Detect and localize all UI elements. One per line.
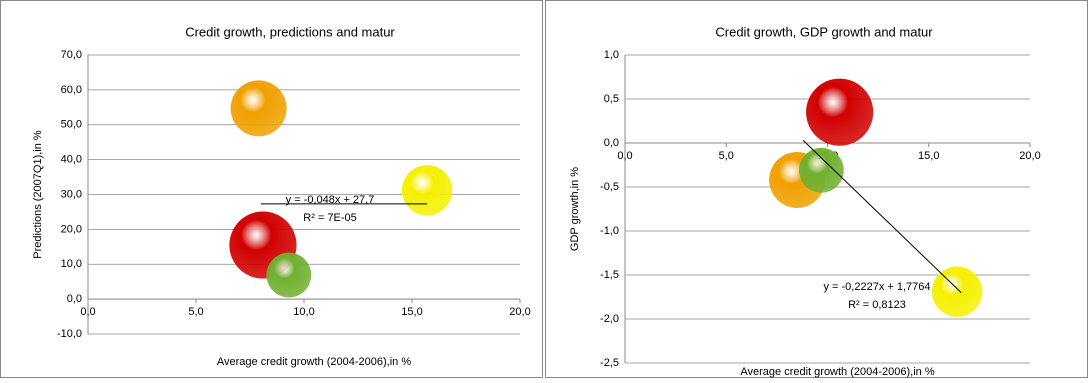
y-tick-label: 10,0 [61, 258, 82, 270]
trendline-equation: y = -0,048x + 27,7 [286, 194, 375, 206]
y-tick-label: 50,0 [61, 119, 82, 131]
bubble [266, 252, 312, 298]
bubble [931, 266, 983, 317]
trendline-equation: y = -0,2227x + 1,7764 [823, 281, 930, 293]
x-axis-label: Average credit growth (2004-2006),in % [740, 366, 934, 378]
y-tick-label: -1,0 [600, 225, 619, 237]
y-tick-label: 0,0 [67, 293, 82, 305]
x-tick-label: 15,0 [401, 306, 422, 318]
bubble [401, 165, 453, 216]
y-tick-label: -0,5 [600, 181, 619, 193]
bubble [799, 147, 844, 193]
trendline [802, 139, 962, 293]
x-tick-label: 20,0 [509, 306, 530, 318]
y-tick-label: 30,0 [61, 188, 82, 200]
trendline-equation: R² = 7E-05 [303, 212, 357, 224]
chart-title: Credit growth, GDP growth and matur [715, 24, 933, 39]
y-tick-label: -1,5 [600, 269, 619, 281]
x-tick-label: 5,0 [719, 150, 734, 162]
y-tick-label: -10,0 [57, 328, 82, 340]
x-tick-label: 0,0 [617, 150, 632, 162]
y-tick-label: 0,5 [604, 93, 619, 105]
y-axis-label: GDP growth,in % [569, 167, 581, 251]
y-tick-label: 60,0 [61, 84, 82, 96]
y-tick-label: -2,5 [600, 357, 619, 369]
bubble [230, 80, 287, 137]
y-tick-label: 0,0 [604, 137, 619, 149]
chart-title: Credit growth, predictions and matur [185, 24, 395, 39]
y-tick-label: 1,0 [604, 49, 619, 61]
y-tick-label: -2,0 [600, 313, 619, 325]
x-tick-label: 20,0 [1019, 150, 1040, 162]
trendline-equation: R² = 0,8123 [848, 299, 906, 311]
x-tick-label: 5,0 [188, 306, 203, 318]
x-axis-label: Average credit growth (2004-2006),in % [217, 356, 411, 368]
y-tick-label: 70,0 [61, 49, 82, 61]
x-tick-label: 0,0 [80, 306, 95, 318]
x-tick-label: 15,0 [918, 150, 939, 162]
y-tick-label: 40,0 [61, 154, 82, 166]
y-tick-label: 20,0 [61, 223, 82, 235]
x-tick-label: 10,0 [293, 306, 314, 318]
bubble [806, 78, 874, 146]
y-axis-label: Predictions (2007Q1),in % [32, 130, 44, 259]
